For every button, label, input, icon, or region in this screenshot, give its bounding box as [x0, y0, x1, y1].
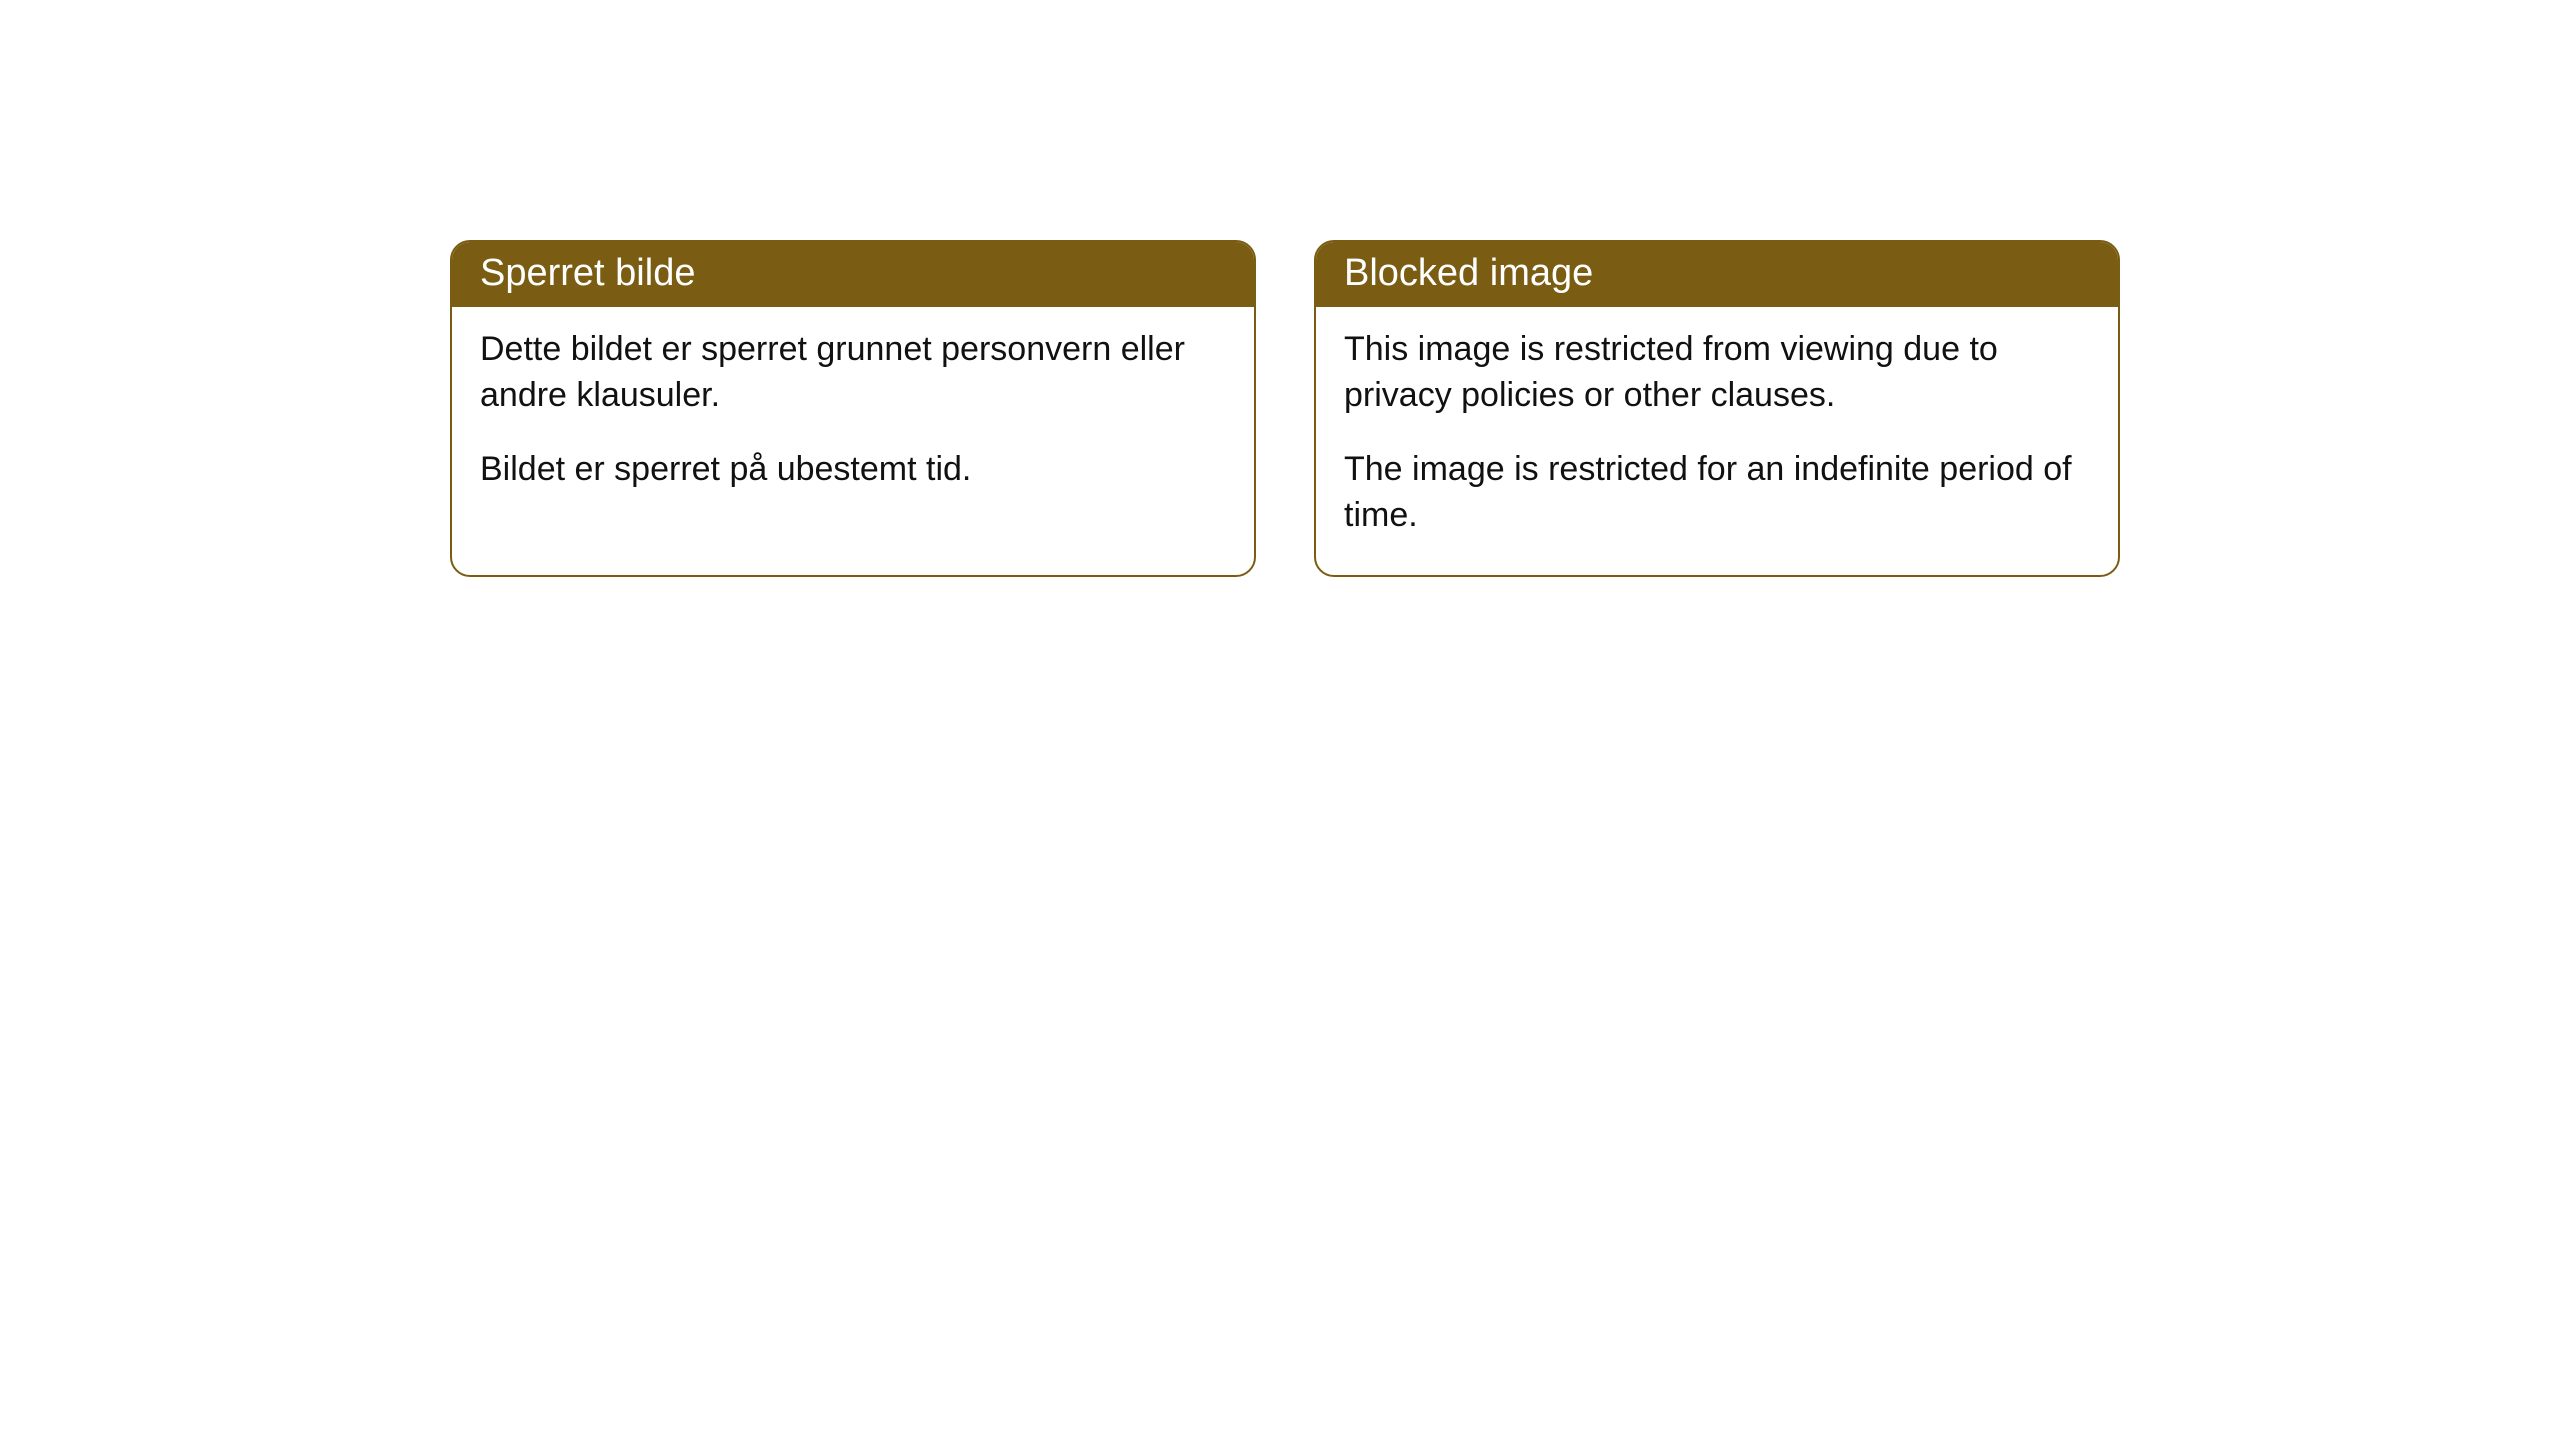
- notice-card-norwegian: Sperret bilde Dette bildet er sperret gr…: [450, 240, 1256, 577]
- notice-cards-container: Sperret bilde Dette bildet er sperret gr…: [0, 0, 2560, 577]
- card-title: Blocked image: [1316, 242, 2118, 307]
- notice-card-english: Blocked image This image is restricted f…: [1314, 240, 2120, 577]
- card-paragraph: This image is restricted from viewing du…: [1344, 327, 2090, 419]
- card-paragraph: Dette bildet er sperret grunnet personve…: [480, 327, 1226, 419]
- card-paragraph: The image is restricted for an indefinit…: [1344, 447, 2090, 539]
- card-body: Dette bildet er sperret grunnet personve…: [452, 307, 1254, 529]
- card-body: This image is restricted from viewing du…: [1316, 307, 2118, 575]
- card-paragraph: Bildet er sperret på ubestemt tid.: [480, 447, 1226, 493]
- card-title: Sperret bilde: [452, 242, 1254, 307]
